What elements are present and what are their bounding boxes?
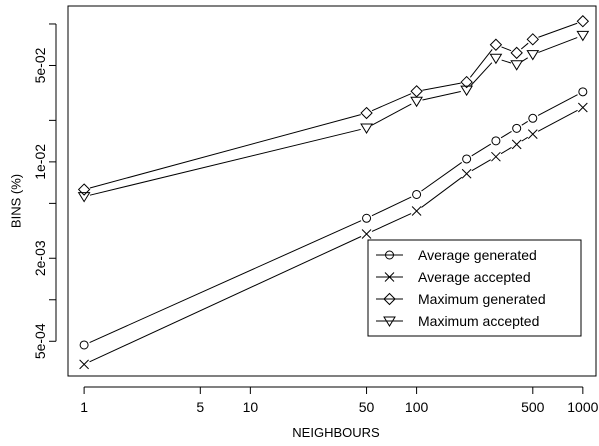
- data-point: [461, 168, 472, 179]
- data-point: [460, 75, 473, 89]
- data-point: [491, 151, 501, 162]
- data-point: [462, 154, 472, 164]
- data-point: [77, 183, 91, 196]
- data-point: [576, 30, 590, 42]
- x-tick-label: 1000: [567, 399, 598, 415]
- data-point: [577, 102, 588, 113]
- data-point: [411, 206, 422, 216]
- x-tick-label: 10: [243, 399, 259, 415]
- y-tick-label: 1e-02: [32, 144, 48, 180]
- series-line-segment: [422, 82, 461, 91]
- data-point: [383, 316, 396, 327]
- series-line-segment: [538, 37, 578, 53]
- series-line-segment: [469, 49, 493, 78]
- data-point: [362, 213, 372, 223]
- series-line-segment: [421, 162, 463, 192]
- legend: Average generated Average accepted Maximum…: [367, 239, 582, 337]
- data-point: [526, 50, 540, 61]
- legend-label: Maximum generated: [418, 291, 546, 307]
- data-point: [527, 129, 538, 139]
- series-line-segment: [537, 109, 578, 132]
- data-point: [510, 46, 523, 60]
- data-point: [410, 85, 423, 98]
- series-line-segment: [421, 176, 463, 208]
- series-line-segment: [501, 46, 512, 52]
- series: [79, 87, 588, 350]
- data-point: [491, 136, 501, 146]
- series-line-segment: [500, 131, 512, 139]
- data-point: [384, 272, 395, 282]
- data-point: [360, 123, 373, 134]
- legend-item: Average generated: [376, 247, 537, 263]
- series-line-segment: [471, 143, 492, 157]
- data-point: [412, 189, 422, 199]
- series-line-segment: [89, 236, 362, 363]
- series-line-segment: [371, 196, 412, 217]
- x-tick-label: 100: [405, 399, 429, 415]
- legend-label: Average accepted: [418, 269, 531, 285]
- series-line-segment: [371, 213, 412, 232]
- series-line-segment: [521, 57, 528, 62]
- data-point: [511, 139, 522, 150]
- series-line-segment: [520, 42, 529, 50]
- data-point: [576, 15, 590, 28]
- data-point: [489, 38, 503, 51]
- legend-item: Maximum accepted: [376, 313, 539, 329]
- data-point: [79, 340, 89, 350]
- series-line-segment: [89, 114, 361, 189]
- series-line-segment: [89, 220, 362, 343]
- series-line-segment: [470, 62, 493, 87]
- legend-label: Average generated: [418, 247, 537, 263]
- data-point: [512, 123, 522, 133]
- data-point: [361, 229, 372, 239]
- series-line-segment: [521, 121, 528, 126]
- series: [79, 102, 588, 370]
- series-line-segment: [471, 159, 491, 172]
- plot-area: [77, 15, 590, 370]
- x-tick-label: 5: [196, 399, 204, 415]
- series-line-segment: [521, 136, 528, 142]
- series-line-segment: [371, 93, 412, 112]
- data-point: [385, 250, 394, 260]
- data-point: [460, 85, 474, 97]
- legend-label: Maximum accepted: [418, 313, 539, 329]
- data-point: [510, 60, 524, 71]
- y-tick-label: 2e-03: [32, 240, 48, 276]
- series-line-segment: [500, 146, 512, 155]
- series-line-segment: [371, 103, 412, 126]
- axes: 1 5 10 50 100 500 1000 5e-04 2e-03 1e-02 5e-02: [32, 5, 599, 415]
- series: [77, 30, 590, 203]
- legend-item: Average accepted: [376, 269, 531, 285]
- data-point: [77, 192, 91, 203]
- y-tick-label: 5e-02: [32, 47, 48, 83]
- series-line-segment: [538, 22, 578, 38]
- plot-frame: [67, 5, 597, 377]
- data-point: [528, 113, 538, 123]
- y-axis-label: BINS (%): [9, 174, 24, 228]
- series-line-segment: [501, 59, 512, 64]
- data-point: [489, 53, 503, 65]
- data-point: [360, 106, 373, 120]
- series-line-segment: [422, 90, 461, 101]
- data-point: [578, 87, 588, 97]
- x-tick-label: 1: [80, 399, 88, 415]
- legend-item: Maximum generated: [376, 291, 546, 307]
- data-point: [526, 33, 540, 46]
- data-point: [383, 292, 396, 306]
- y-tick-label: 5e-04: [32, 323, 48, 359]
- x-tick-label: 50: [359, 399, 375, 415]
- x-axis-label: NEIGHBOURS: [292, 425, 380, 440]
- series-line-segment: [537, 94, 578, 116]
- data-point: [79, 359, 89, 370]
- series-line-segment: [89, 128, 361, 196]
- data-point: [410, 96, 423, 108]
- legend-box: [367, 239, 582, 337]
- series: [77, 15, 590, 196]
- x-tick-label: 500: [521, 399, 545, 415]
